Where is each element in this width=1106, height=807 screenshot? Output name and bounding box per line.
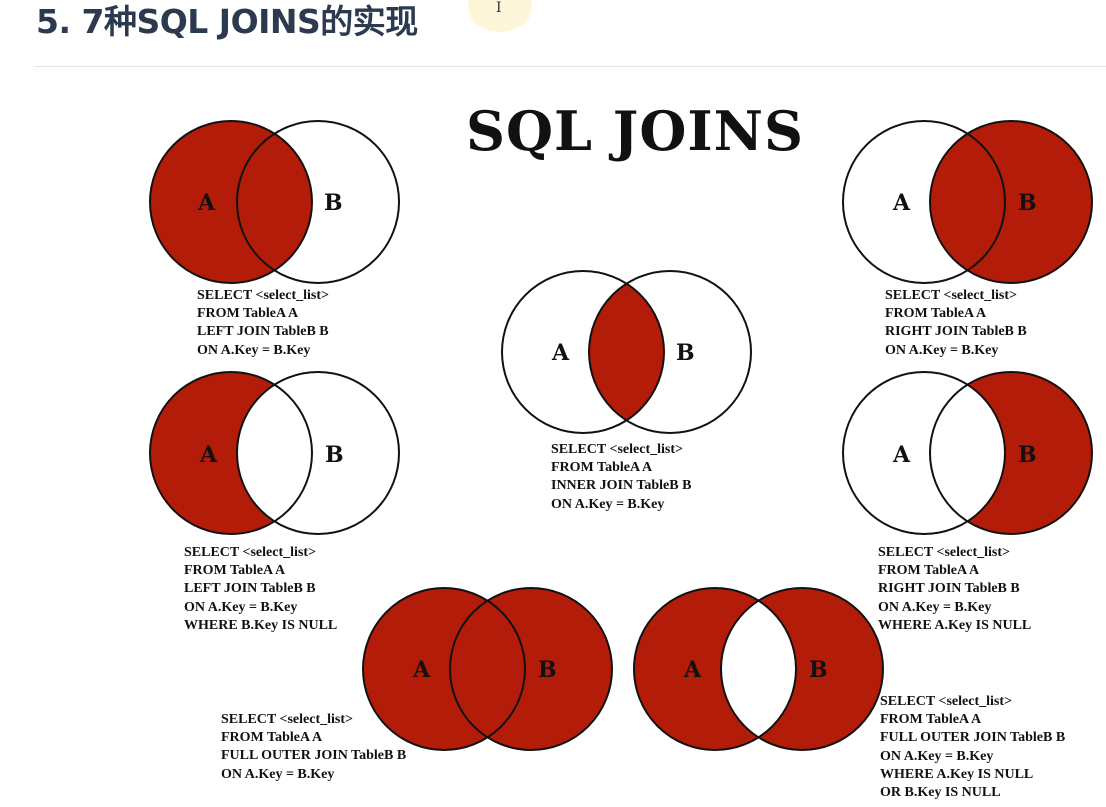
venn-circle	[237, 372, 399, 534]
sql-inner-join: SELECT <select_list> FROM TableA A INNER…	[551, 441, 691, 514]
venn-right-excluding-join: A B	[842, 371, 1093, 535]
sql-line: ON A.Key = B.Key	[885, 342, 999, 358]
heading-divider	[34, 66, 1106, 67]
venn-circle	[236, 371, 400, 535]
venn-circle	[362, 587, 526, 751]
label-b: B	[1018, 442, 1037, 468]
label-b: B	[809, 657, 828, 683]
venn-circle	[843, 372, 1005, 534]
venn-full-outer-excluding-join: A B	[633, 587, 884, 751]
venn-inner-join: A B	[501, 270, 752, 434]
venn-circle	[450, 588, 612, 750]
sql-full-outer-join: SELECT <select_list> FROM TableA A FULL …	[221, 711, 406, 784]
sql-line: SELECT <select_list>	[885, 288, 1017, 303]
label-b: B	[676, 340, 695, 366]
sql-line: ON A.Key = B.Key	[221, 766, 335, 782]
venn-circle	[236, 120, 400, 284]
venn-circle	[842, 371, 1006, 535]
label-a: A	[892, 190, 911, 216]
label-b: B	[325, 442, 344, 468]
venn-circle	[449, 587, 613, 751]
venn-left-join: A B	[149, 120, 400, 284]
venn-right-join: A B	[842, 120, 1093, 284]
venn-circle	[633, 587, 797, 751]
sql-line: OR B.Key IS NULL	[880, 785, 1001, 801]
sql-right-join: SELECT <select_list> FROM TableA A RIGHT…	[885, 287, 1027, 360]
text-cursor-icon: I	[496, 0, 502, 16]
sql-left-excluding-join: SELECT <select_list> FROM TableA A LEFT …	[184, 544, 337, 635]
sql-line: FROM TableA A	[197, 306, 299, 322]
sql-line: LEFT JOIN TableB B	[184, 581, 316, 597]
sql-line: SELECT <select_list>	[184, 545, 316, 560]
venn-full-outer-join: A B	[362, 587, 613, 751]
venn-circle	[929, 120, 1093, 284]
label-a: A	[683, 657, 702, 683]
venn-circle	[149, 371, 313, 535]
sql-line: LEFT JOIN TableB B	[197, 324, 329, 340]
sql-line: ON A.Key = B.Key	[197, 342, 311, 358]
label-a: A	[551, 340, 570, 366]
diagram-title: SQL JOINS	[466, 99, 805, 163]
label-b: B	[324, 190, 343, 216]
sql-full-outer-excluding-join: SELECT <select_list> FROM TableA A FULL …	[880, 693, 1065, 802]
sql-line: SELECT <select_list>	[880, 694, 1012, 709]
venn-circle	[842, 120, 1006, 284]
label-b: B	[1018, 190, 1037, 216]
label-a: A	[892, 442, 911, 468]
sql-line: WHERE B.Key IS NULL	[184, 617, 338, 633]
venn-circle	[720, 587, 884, 751]
label-a: A	[412, 657, 431, 683]
venn-circle	[501, 270, 665, 434]
venn-circle	[930, 121, 1092, 283]
sql-line: RIGHT JOIN TableB B	[885, 324, 1027, 340]
sql-line: ON A.Key = B.Key	[551, 496, 665, 512]
sql-line: RIGHT JOIN TableB B	[878, 581, 1020, 597]
label-b: B	[538, 657, 557, 683]
sql-line: FROM TableA A	[551, 460, 653, 476]
sql-line: SELECT <select_list>	[878, 545, 1010, 560]
venn-circle	[149, 120, 313, 284]
sql-line: ON A.Key = B.Key	[878, 599, 992, 615]
label-a: A	[199, 442, 218, 468]
venn-circle	[588, 270, 752, 434]
sql-left-join: SELECT <select_list> FROM TableA A LEFT …	[197, 287, 329, 360]
sql-line: SELECT <select_list>	[221, 712, 353, 727]
sql-line: FULL OUTER JOIN TableB B	[221, 748, 407, 764]
sql-right-excluding-join: SELECT <select_list> FROM TableA A RIGHT…	[878, 544, 1031, 635]
sql-line: INNER JOIN TableB B	[551, 478, 692, 494]
sql-line: ON A.Key = B.Key	[184, 599, 298, 615]
sql-line: FROM TableA A	[878, 563, 980, 579]
venn-left-excluding-join: A B	[149, 371, 400, 535]
sql-line: WHERE A.Key IS NULL	[880, 766, 1034, 782]
sql-line: SELECT <select_list>	[551, 442, 683, 457]
venn-circle	[589, 271, 664, 433]
sql-line: FROM TableA A	[880, 712, 982, 728]
sql-line: FROM TableA A	[184, 563, 286, 579]
sql-line: FROM TableA A	[885, 306, 987, 322]
sql-line: FROM TableA A	[221, 730, 323, 746]
sql-line: SELECT <select_list>	[197, 288, 329, 303]
circle-a	[150, 121, 312, 283]
page-title: 5. 7种SQL JOINS的实现	[36, 2, 418, 41]
sql-line: ON A.Key = B.Key	[880, 748, 994, 764]
venn-circle	[721, 588, 796, 750]
venn-circle	[929, 371, 1093, 535]
sql-line: FULL OUTER JOIN TableB B	[880, 730, 1066, 746]
sql-line: WHERE A.Key IS NULL	[878, 617, 1032, 633]
label-a: A	[197, 190, 216, 216]
